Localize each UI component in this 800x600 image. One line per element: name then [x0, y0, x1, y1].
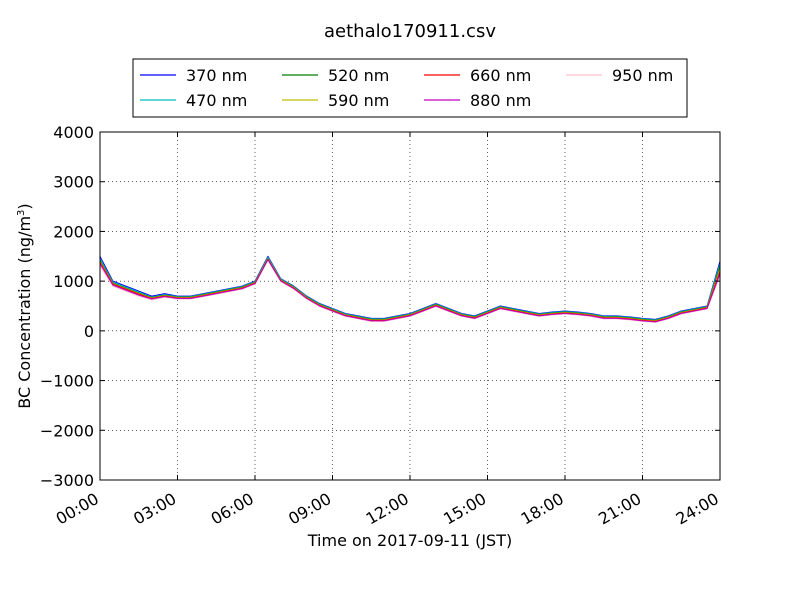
legend-box: [132, 58, 688, 118]
y-tick-label: 3000: [53, 173, 94, 192]
legend-label: 520 nm: [328, 66, 389, 85]
y-tick-label: 4000: [53, 123, 94, 142]
x-axis: 00:00 03:00 06:00 09:00 12:00 15:00 18:00 21:00…: [53, 132, 722, 529]
grid-lines: [100, 132, 720, 480]
legend-label: 590 nm: [328, 91, 389, 110]
x-tick-label: 15:00: [440, 489, 489, 529]
x-tick-label: 24:00: [673, 489, 722, 529]
legend-label: 660 nm: [470, 66, 531, 85]
x-axis-label: Time on 2017-09-11 (JST): [307, 531, 512, 550]
series-line-520-nm: [99, 257, 721, 321]
legend: 370 nm 470 nm 520 nm 590 nm 660 nm 880 nm 950 …: [132, 58, 688, 118]
plot-area: [99, 255, 721, 323]
y-axis-label: BC Concentration (ng/m3): [15, 203, 34, 408]
series-line-880-nm: [99, 259, 721, 323]
x-tick-label: 21:00: [595, 489, 644, 529]
x-tick-label: 06:00: [208, 489, 257, 529]
chart-title: aethalo170911.csv: [324, 21, 496, 42]
y-axis-label-main: BC Concentration (ng/m: [15, 216, 34, 409]
y-tick-label: 1000: [53, 272, 94, 291]
y-tick-label: 2000: [53, 222, 94, 241]
y-axis: 4000 3000 2000 1000 0 −1000 −2000 −3000: [40, 123, 720, 490]
y-axis-label-superscript: 3: [16, 210, 27, 216]
legend-label: 880 nm: [470, 91, 531, 110]
y-tick-label: −2000: [40, 421, 94, 440]
y-tick-label: −3000: [40, 471, 94, 490]
x-tick-label: 18:00: [518, 489, 567, 529]
x-tick-label: 09:00: [285, 489, 334, 529]
series-line-370-nm: [99, 255, 721, 320]
legend-label: 470 nm: [186, 91, 247, 110]
y-tick-label: −1000: [40, 372, 94, 391]
y-axis-label-close: ): [15, 203, 34, 209]
legend-label: 950 nm: [612, 66, 673, 85]
x-tick-label: 00:00: [53, 489, 102, 529]
x-tick-label: 12:00: [363, 489, 412, 529]
x-tick-label: 03:00: [130, 489, 179, 529]
y-tick-label: 0: [84, 322, 94, 341]
legend-label: 370 nm: [186, 66, 247, 85]
